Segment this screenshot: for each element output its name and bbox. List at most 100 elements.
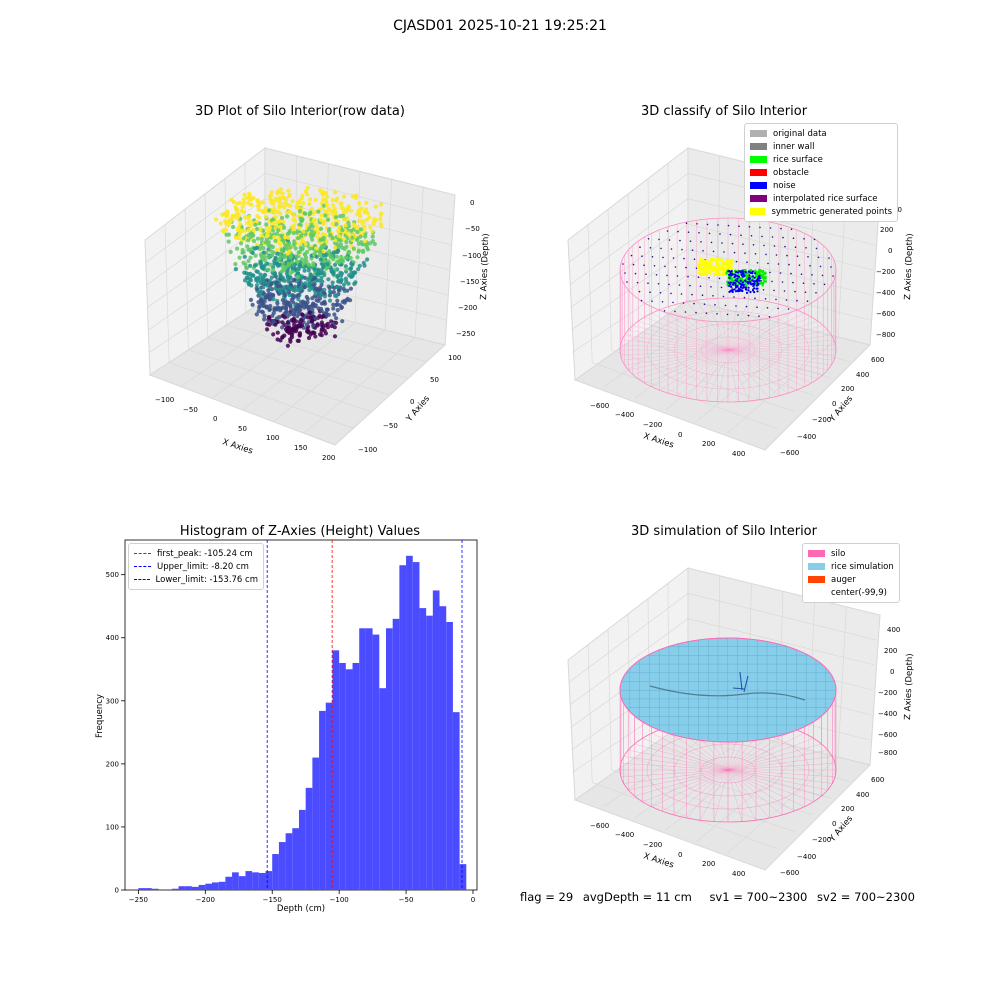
scatter-point (294, 273, 299, 278)
silo-floor-spoke (727, 298, 739, 351)
z-tick: 0 (470, 199, 474, 207)
scatter-point (232, 214, 237, 219)
interpolated-surface-point (672, 301, 674, 304)
interpolated-surface-point (768, 316, 771, 318)
scatter-point (348, 234, 353, 239)
silo-floor-spoke (727, 349, 836, 356)
scatter-point (321, 219, 326, 224)
scatter-point (346, 281, 351, 286)
silo-floor-spoke (651, 733, 729, 771)
scatter-point (278, 308, 283, 313)
scatter-point (321, 232, 326, 237)
scatter-point (332, 273, 337, 278)
rice-surface-point (755, 283, 759, 287)
scatter-point (296, 250, 301, 255)
scatter-point (235, 215, 240, 220)
symmetric-point (715, 267, 719, 271)
gridline (634, 734, 749, 819)
scatter-point (317, 278, 322, 283)
rice-surface-point (725, 272, 728, 275)
symmetric-point (697, 262, 700, 266)
scatter-point (278, 290, 283, 295)
rice-surface-point (727, 284, 730, 287)
rice-surface-point (737, 271, 740, 274)
gridline (244, 163, 247, 313)
scatter-point (280, 225, 285, 230)
scatter-point (341, 213, 346, 218)
scatter-point (319, 292, 324, 298)
scatter-point (248, 297, 254, 302)
scatter-point (336, 288, 342, 293)
rice-surface-point (755, 278, 759, 281)
scatter-point (282, 296, 287, 301)
scatter-point (304, 222, 309, 227)
scatter-point (335, 308, 340, 313)
scatter-point (309, 229, 315, 234)
silo-floor-spoke (727, 728, 794, 771)
interpolated-surface-point (638, 290, 641, 293)
histogram-axes-frame (124, 539, 478, 891)
scatter-point (266, 295, 271, 300)
scatter-point (266, 288, 271, 293)
interpolated-surface-point (714, 259, 717, 262)
scatter-point (334, 293, 339, 299)
scatter-point (357, 201, 362, 206)
legend-swatch (134, 579, 150, 580)
scatter-point (259, 233, 264, 238)
scatter-point (247, 197, 252, 202)
scatter-point (335, 249, 340, 255)
scatter-point (279, 237, 284, 242)
scatter-point (280, 261, 285, 266)
rice-surface-point (746, 280, 749, 284)
scatter-point (287, 203, 292, 209)
silo-floor-spoke (623, 769, 729, 784)
scatter-point (292, 322, 297, 327)
scatter-point (295, 287, 300, 292)
scatter-point (277, 257, 282, 262)
silo-floor-spoke (727, 349, 805, 387)
gridline (647, 598, 650, 746)
scatter-point (241, 236, 246, 241)
scatter-point (325, 218, 330, 223)
scatter-point (243, 236, 248, 241)
scatter-point (246, 215, 251, 220)
scatter-point (281, 287, 286, 292)
scatter-point (326, 208, 331, 213)
scatter-point (294, 304, 299, 309)
interpolated-surface-point (786, 254, 788, 257)
scatter-point (336, 248, 341, 253)
scatter-point (365, 257, 370, 262)
scatter-point (331, 203, 336, 208)
scatter-point (331, 272, 336, 277)
scatter-point (334, 198, 339, 203)
scatter-point (303, 211, 308, 216)
scatter-point (359, 206, 364, 211)
rice-surface-point (761, 269, 765, 273)
scatter-point (303, 263, 308, 268)
scatter-point (357, 230, 362, 235)
scatter-point (289, 225, 294, 231)
symmetric-point (728, 266, 731, 270)
scatter-point (295, 314, 300, 319)
silo-floor-spoke (727, 756, 833, 771)
scatter-point (343, 224, 349, 229)
scatter-point (322, 328, 327, 333)
gridline (324, 163, 329, 316)
rice-surface-point (752, 277, 755, 280)
scatter-point (223, 227, 229, 233)
scatter-point (247, 191, 252, 196)
scatter-point (345, 288, 350, 293)
scatter-point (306, 268, 311, 273)
legend-entry: Lower_limit: -153.76 cm (134, 573, 258, 586)
scatter-point (335, 298, 340, 303)
scatter-point (302, 285, 307, 290)
histogram-bar (359, 628, 366, 890)
noise-point (730, 289, 733, 292)
scatter-point (316, 288, 321, 293)
noise-point (748, 278, 751, 281)
interpolated-surface-point (761, 235, 763, 238)
scatter-point (264, 278, 270, 283)
scatter-point (272, 271, 277, 276)
rice-surface-point (744, 283, 747, 286)
interpolated-surface-point (794, 290, 796, 293)
